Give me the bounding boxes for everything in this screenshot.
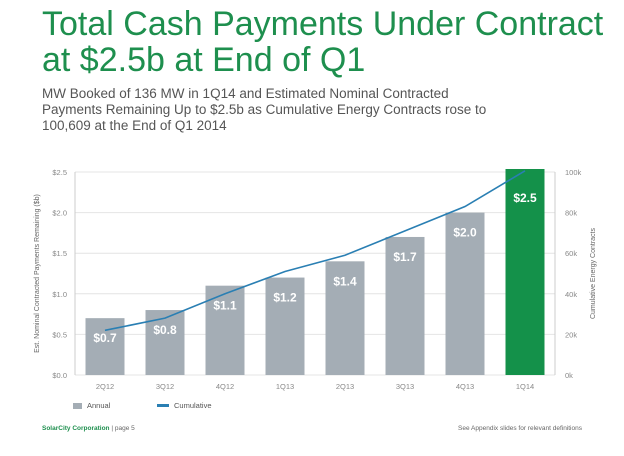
y2-tick-label: 20k (565, 330, 577, 339)
footer-page: | page 5 (111, 425, 135, 432)
legend-cumulative-label: Cumulative (174, 401, 212, 410)
bar-label: $1.2 (273, 291, 297, 305)
y-axis-title: Est. Nominal Contracted Payments Remaini… (34, 194, 41, 353)
x-tick-label: 3Q13 (396, 382, 414, 391)
legend-cumulative-swatch (157, 404, 169, 407)
bar-label: $2.0 (453, 226, 477, 240)
y2-tick-label: 80k (565, 209, 577, 218)
bar-2Q13 (325, 261, 365, 375)
legend-annual-label: Annual (87, 401, 111, 410)
y-tick-label: $0.0 (52, 371, 67, 380)
y2-axis-title: Cumulative Energy Contracts (590, 227, 597, 319)
footer-company: SolarCity Corporation (42, 425, 110, 432)
page-subtitle: MW Booked of 136 MW in 1Q14 and Estimate… (42, 86, 487, 133)
x-tick-label: 4Q12 (216, 382, 234, 391)
bar-label: $2.5 (513, 191, 537, 205)
legend-annual-swatch (73, 403, 82, 409)
bar-label: $1.1 (213, 299, 237, 313)
bar-3Q12 (145, 310, 185, 375)
bar-2Q12 (85, 318, 125, 375)
bar-label: $1.7 (393, 250, 417, 264)
x-tick-label: 2Q13 (336, 382, 354, 391)
axes: $0.0 $0.5 $1.0 $1.5 $2.0 $2.5 0k 20k 40k 60k 80k 10… (34, 168, 597, 391)
x-tick-label: 3Q12 (156, 382, 174, 391)
x-tick-label: 1Q13 (276, 382, 294, 391)
y2-tick-label: 100k (565, 168, 582, 177)
y2-tick-label: 60k (565, 249, 577, 258)
cash-payments-chart: $0.7$0.8$1.1$1.2$1.4$1.7$2.0$2.5 $0.0$0.… (34, 168, 597, 410)
bar-4Q13 (445, 212, 485, 375)
page-title: Total Cash Payments Under Contract at $2… (42, 5, 604, 79)
x-tick-label: 4Q13 (456, 382, 474, 391)
x-tick-label: 1Q14 (516, 382, 534, 391)
bar-4Q12 (205, 285, 245, 375)
bar-3Q13 (385, 236, 425, 375)
bar-label: $0.8 (153, 323, 177, 337)
bar-1Q14 (505, 169, 545, 375)
bar-1Q13 (265, 277, 305, 375)
bar-series (85, 169, 545, 375)
y-tick-label: $0.5 (52, 330, 67, 339)
bar-label: $0.7 (93, 331, 117, 345)
y2-tick-label: 0k (565, 371, 573, 380)
bar-data-labels: $0.7 $0.8 $1.1 $1.2 $1.4 $1.7 $2.0 $2.5 (93, 191, 537, 345)
footer-note: See Appendix slides for relevant definit… (458, 425, 582, 432)
y2-tick-label: 40k (565, 290, 577, 299)
cumulative-line (104, 170, 526, 332)
bar-label: $1.4 (333, 274, 357, 288)
line-series (104, 170, 526, 332)
y-tick-label: $1.0 (52, 290, 67, 299)
y-tick-label: $1.5 (52, 249, 67, 258)
footer-left: SolarCity Corporation | page 5 (42, 425, 135, 432)
x-tick-label: 2Q12 (96, 382, 114, 391)
y-tick-label: $2.5 (52, 168, 67, 177)
chart-legend: Annual Cumulative (73, 401, 212, 410)
y-tick-label: $2.0 (52, 209, 67, 218)
